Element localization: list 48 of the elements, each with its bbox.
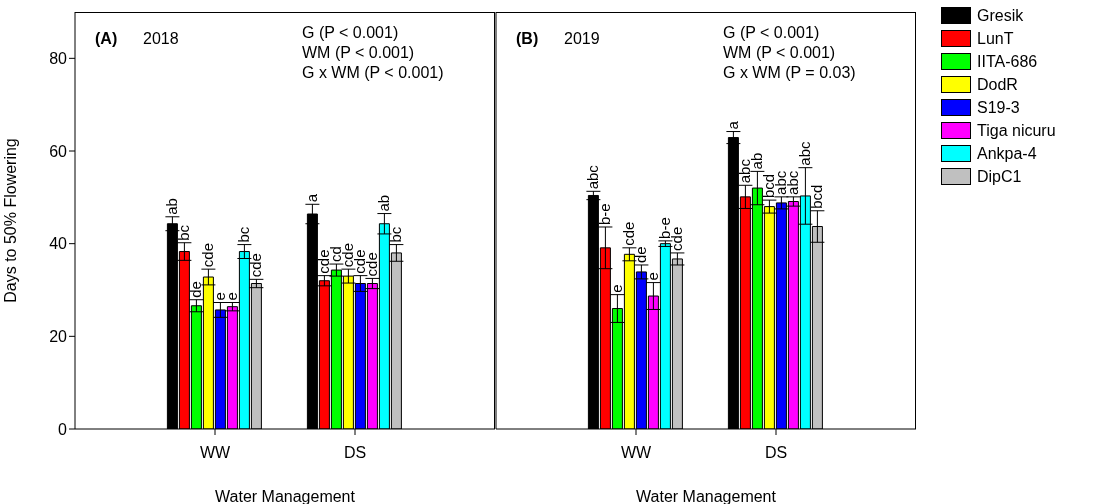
legend-label: DipC1 [977,167,1022,186]
data-label: de [187,281,205,298]
y-tick-label: 80 [49,50,68,68]
x-tick-label: DS [764,444,788,462]
annotation: G (P < 0.001) [723,24,820,42]
x-tick-label: WW [199,444,231,462]
annotation: G (P < 0.001) [302,24,399,42]
annotation: G x WM (P < 0.001) [302,64,444,82]
data-label: e [211,292,229,301]
data-label: bc [387,226,405,243]
legend-label: Gresik [977,6,1024,25]
data-label: bc [235,226,253,243]
data-label: e [608,284,626,293]
data-label: bc [175,224,193,241]
legend-label: Ankpa-4 [977,144,1037,163]
data-label: ab [163,198,181,215]
x-tick-label: WW [620,444,652,462]
annotation: (B) [516,30,539,48]
annotation: (A) [95,30,118,48]
y-tick-label: 0 [58,420,68,438]
data-label: bcd [808,184,826,209]
data-label: cde [315,249,333,274]
data-label: de [632,246,650,263]
data-label: a [303,193,321,203]
annotation: WM (P < 0.001) [302,44,415,62]
y-tick-label: 60 [49,142,68,160]
data-label: cde [247,253,265,278]
legend-label: IITA-686 [977,52,1038,71]
legend-label: DodR [977,75,1018,94]
data-label: abc [796,141,814,166]
x-tick-label: DS [343,444,367,462]
legend-label: LunT [977,29,1014,48]
annotation: 2018 [143,30,179,48]
y-tick-label: 40 [49,235,68,253]
legend-label: S19-3 [977,98,1020,117]
y-axis-title: Days to 50% Flowering [1,138,19,303]
data-label: e [644,272,662,281]
data-label: abc [584,164,602,190]
data-label: b-e [596,203,614,225]
data-label: cde [199,242,217,268]
legend-label: Tiga nicuru [977,121,1056,140]
annotation: 2019 [564,30,600,48]
data-label: cde [620,221,638,246]
annotation: G x WM (P = 0.03) [723,64,856,82]
data-label: ab [375,194,393,212]
data-label: a [724,120,742,130]
annotation: WM (P < 0.001) [723,44,836,62]
y-tick-label: 20 [49,328,68,346]
